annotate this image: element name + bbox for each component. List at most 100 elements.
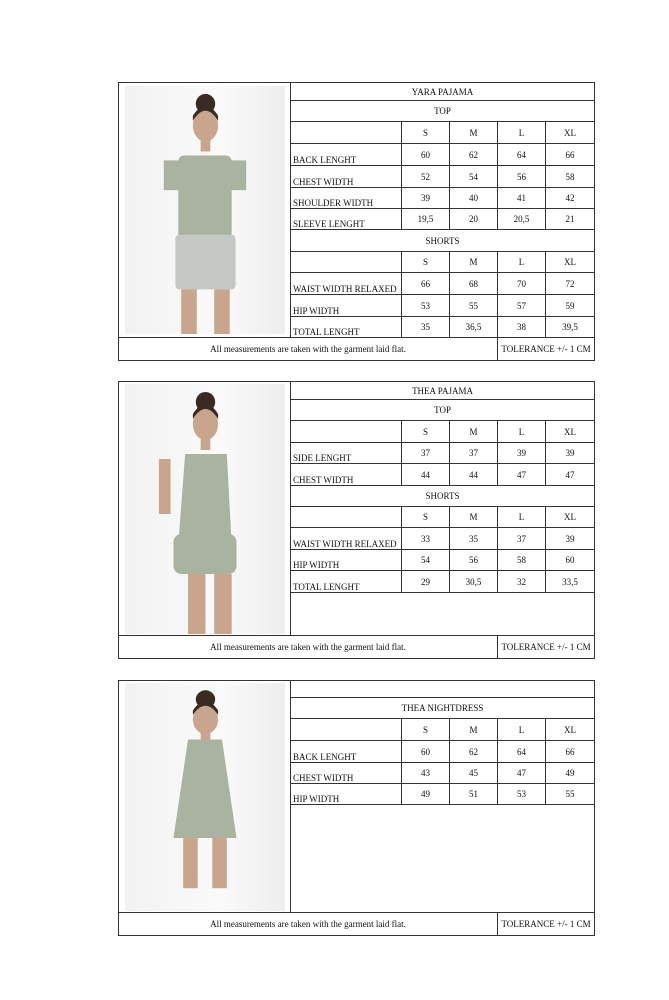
measurement-value: 39 bbox=[544, 442, 596, 464]
measurement-value: 29 bbox=[401, 570, 450, 593]
measurement-value: 56 bbox=[497, 165, 546, 188]
header-blank bbox=[290, 718, 402, 741]
size-header: L bbox=[497, 121, 546, 144]
size-header: S bbox=[401, 718, 450, 741]
tolerance-note: TOLERANCE +/- 1 CM bbox=[496, 635, 596, 659]
size-header: S bbox=[401, 420, 450, 443]
section-heading: SHORTS bbox=[289, 229, 596, 252]
section-heading: TOP bbox=[289, 100, 596, 122]
measurement-note: All measurements are taken with the garm… bbox=[118, 912, 498, 936]
measurement-value: 44 bbox=[401, 463, 450, 486]
size-header: M bbox=[449, 506, 498, 528]
header-blank bbox=[290, 420, 402, 443]
measurement-value: 39 bbox=[544, 527, 596, 550]
measurement-value: 33 bbox=[401, 527, 450, 550]
size-table: YARA PAJAMA TOP S M L XL BACK LENGHT 60 62 64 66 CH… bbox=[118, 82, 596, 361]
measurement-label: SLEEVE LENGHT bbox=[290, 208, 402, 230]
header-blank bbox=[290, 506, 402, 528]
measurement-value: 20 bbox=[449, 208, 498, 230]
measurement-value: 58 bbox=[497, 549, 546, 571]
measurement-value: 49 bbox=[401, 783, 450, 805]
measurement-value: 53 bbox=[497, 783, 546, 805]
size-chart-yara-pajama: YARA PAJAMA TOP S M L XL BACK LENGHT 60 62 64 66 CH… bbox=[118, 82, 596, 361]
section-heading: SHORTS bbox=[289, 485, 596, 507]
size-header: XL bbox=[544, 251, 596, 273]
product-title: THEA NIGHTDRESS bbox=[289, 697, 596, 719]
measurement-value: 41 bbox=[497, 187, 546, 209]
measurement-label: SIDE LENGHT bbox=[290, 442, 402, 464]
measurement-value: 47 bbox=[497, 463, 546, 486]
measurement-value: 30,5 bbox=[449, 570, 498, 593]
size-table: THEA PAJAMA TOP S M L XL SIDE LENGHT 37 37 39 39 CH… bbox=[118, 381, 596, 659]
measurement-value: 58 bbox=[544, 165, 596, 188]
product-photo bbox=[124, 86, 285, 334]
measurement-label: SHOULDER WIDTH bbox=[290, 187, 402, 209]
measurement-value: 66 bbox=[544, 740, 596, 763]
measurement-value: 42 bbox=[544, 187, 596, 209]
measurement-label: BACK LENGHT bbox=[290, 143, 402, 166]
measurement-value: 60 bbox=[401, 740, 450, 763]
measurement-value: 54 bbox=[449, 165, 498, 188]
size-header: S bbox=[401, 251, 450, 273]
size-header: L bbox=[497, 506, 546, 528]
measurement-label: WAIST WIDTH RELAXED bbox=[290, 272, 402, 295]
measurement-value: 45 bbox=[449, 762, 498, 784]
blank-row bbox=[289, 804, 596, 913]
tolerance-note: TOLERANCE +/- 1 CM bbox=[496, 912, 596, 936]
measurement-note: All measurements are taken with the garm… bbox=[118, 635, 498, 659]
measurement-label: CHEST WIDTH bbox=[290, 165, 402, 188]
size-header: XL bbox=[544, 506, 596, 528]
header-blank bbox=[290, 251, 402, 273]
measurement-value: 49 bbox=[544, 762, 596, 784]
size-header: M bbox=[449, 251, 498, 273]
size-header: M bbox=[449, 718, 498, 741]
product-title: THEA PAJAMA bbox=[289, 381, 596, 400]
size-header: S bbox=[401, 121, 450, 144]
measurement-value: 54 bbox=[401, 549, 450, 571]
measurement-value: 20,5 bbox=[497, 208, 546, 230]
section-heading: TOP bbox=[289, 399, 596, 421]
measurement-label: CHEST WIDTH bbox=[290, 463, 402, 486]
measurement-value: 37 bbox=[449, 442, 498, 464]
tolerance-note: TOLERANCE +/- 1 CM bbox=[496, 337, 596, 361]
measurement-value: 57 bbox=[497, 294, 546, 317]
measurement-value: 68 bbox=[449, 272, 498, 295]
size-header: XL bbox=[544, 718, 596, 741]
measurement-value: 19,5 bbox=[401, 208, 450, 230]
product-photo-cell bbox=[118, 381, 291, 636]
measurement-value: 21 bbox=[544, 208, 596, 230]
measurement-value: 43 bbox=[401, 762, 450, 784]
product-photo-cell bbox=[118, 82, 291, 338]
measurement-value: 52 bbox=[401, 165, 450, 188]
size-header: L bbox=[497, 718, 546, 741]
measurement-value: 72 bbox=[544, 272, 596, 295]
size-table: THEA NIGHTDRESS S M L XL BACK LENGHT 60 62 64 66 C… bbox=[118, 680, 596, 936]
measurement-label: HIP WIDTH bbox=[290, 549, 402, 571]
product-title: YARA PAJAMA bbox=[289, 82, 596, 101]
measurement-label: TOTAL LENGHT bbox=[290, 570, 402, 593]
product-photo bbox=[124, 682, 285, 911]
measurement-note: All measurements are taken with the garm… bbox=[118, 337, 498, 361]
measurement-value: 62 bbox=[449, 740, 498, 763]
measurement-value: 55 bbox=[544, 783, 596, 805]
measurement-label: CHEST WIDTH bbox=[290, 762, 402, 784]
measurement-value: 32 bbox=[497, 570, 546, 593]
product-photo-cell bbox=[118, 680, 291, 913]
measurement-label: HIP WIDTH bbox=[290, 783, 402, 805]
measurement-value: 37 bbox=[401, 442, 450, 464]
blank-row bbox=[289, 680, 596, 698]
measurement-value: 55 bbox=[449, 294, 498, 317]
measurement-value: 40 bbox=[449, 187, 498, 209]
size-chart-thea-nightdress: THEA NIGHTDRESS S M L XL BACK LENGHT 60 62 64 66 C… bbox=[118, 680, 596, 936]
measurement-value: 35 bbox=[401, 316, 450, 338]
measurement-value: 64 bbox=[497, 740, 546, 763]
measurement-value: 38 bbox=[497, 316, 546, 338]
size-header: L bbox=[497, 420, 546, 443]
size-header: M bbox=[449, 121, 498, 144]
measurement-value: 35 bbox=[449, 527, 498, 550]
measurement-value: 44 bbox=[449, 463, 498, 486]
measurement-value: 39,5 bbox=[544, 316, 596, 338]
measurement-value: 37 bbox=[497, 527, 546, 550]
measurement-value: 60 bbox=[544, 549, 596, 571]
measurement-value: 53 bbox=[401, 294, 450, 317]
